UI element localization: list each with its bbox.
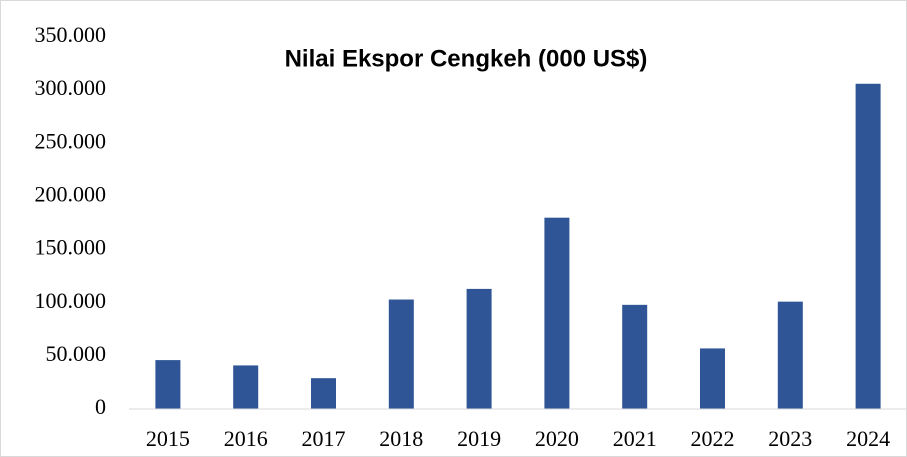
x-tick-label: 2015: [146, 426, 190, 451]
x-tick-label: 2019: [457, 426, 501, 451]
x-tick-label: 2024: [846, 426, 890, 451]
bar: [855, 83, 881, 409]
y-tick-label: 0: [95, 394, 106, 419]
bar: [777, 301, 803, 409]
y-tick-label: 150.000: [35, 235, 107, 260]
bar: [311, 378, 336, 409]
x-tick-label: 2020: [535, 426, 579, 451]
bar: [544, 217, 570, 409]
bar: [622, 304, 648, 409]
x-tick-label: 2023: [768, 426, 812, 451]
bar: [466, 288, 492, 409]
y-tick-label: 50.000: [46, 341, 107, 366]
y-tick-label: 200.000: [35, 181, 107, 206]
bar: [388, 299, 414, 409]
y-tick-label: 100.000: [35, 288, 107, 313]
x-tick-label: 2022: [691, 426, 735, 451]
bar: [233, 365, 259, 409]
x-tick-label: 2017: [302, 426, 346, 451]
x-tick-label: 2016: [224, 426, 268, 451]
y-tick-label: 350.000: [35, 22, 107, 47]
y-tick-label: 250.000: [35, 128, 107, 153]
bar: [155, 360, 181, 409]
x-tick-label: 2018: [379, 426, 423, 451]
x-tick-label: 2021: [613, 426, 657, 451]
y-tick-label: 300.000: [35, 75, 107, 100]
chart-title: Nilai Ekspor Cengkeh (000 US$): [285, 45, 648, 72]
bar: [700, 348, 725, 409]
